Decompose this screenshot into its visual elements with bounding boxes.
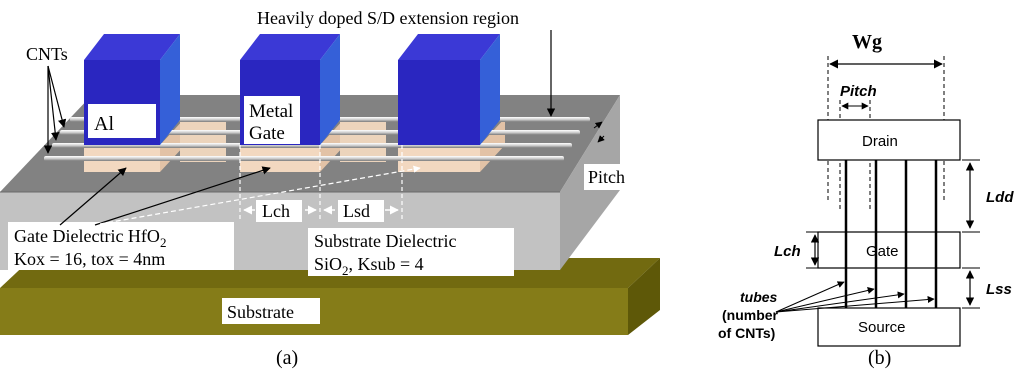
substrate-side bbox=[628, 258, 660, 335]
gate-dielectric-label: Gate Dielectric HfO2 bbox=[14, 226, 166, 250]
metal-gate-label-box bbox=[244, 96, 300, 144]
ldd-label: Ldd bbox=[986, 189, 1014, 206]
cnts-label: CNTs bbox=[26, 44, 68, 64]
pitch-arrows bbox=[593, 121, 605, 143]
source-label: Source bbox=[858, 319, 906, 336]
lss-label: Lss bbox=[986, 281, 1012, 298]
tubes-label: tubes bbox=[740, 289, 778, 305]
pitch-b-label: Pitch bbox=[840, 83, 877, 100]
number-label: (number bbox=[722, 307, 779, 323]
sio2-label: SiO2, Ksub = 4 bbox=[314, 254, 424, 278]
panel-a: Al Metal Gate Lch Lsd bbox=[0, 8, 660, 369]
caption-b: (b) bbox=[868, 347, 891, 369]
substrate-dielectric-label: Substrate Dielectric bbox=[314, 231, 456, 251]
gate-block-1: Al bbox=[84, 34, 180, 145]
source-box bbox=[817, 307, 961, 347]
panel-b: Wg Pitch Drain Gate Source Ldd bbox=[718, 31, 1014, 369]
drain-label: Drain bbox=[862, 133, 898, 150]
al-label-box bbox=[88, 104, 156, 138]
dimension-guides bbox=[239, 145, 403, 222]
cnt-tubes bbox=[844, 160, 938, 308]
sd-extension-blocks bbox=[180, 118, 386, 162]
dielectric-dashed-arrow bbox=[99, 165, 421, 225]
drain-box bbox=[817, 119, 961, 161]
nanotube bbox=[44, 156, 564, 161]
al-label: Al bbox=[94, 113, 114, 135]
gate-label: Gate bbox=[249, 123, 285, 144]
extension-block bbox=[340, 118, 386, 162]
gate-b-label: Gate bbox=[866, 243, 899, 260]
wg-label: Wg bbox=[852, 31, 882, 53]
of-cnts-label: of CNTs) bbox=[718, 325, 775, 341]
kox-label: Kox = 16, tox = 4nm bbox=[14, 249, 165, 269]
caption-a: (a) bbox=[276, 347, 298, 369]
substrate-label: Substrate bbox=[227, 302, 294, 322]
gate-dielectric-arrows bbox=[59, 166, 271, 226]
pitch-label: Pitch bbox=[588, 167, 625, 187]
gate-block-3 bbox=[398, 34, 500, 145]
extension-block bbox=[180, 118, 226, 162]
tubes-arrows bbox=[775, 281, 935, 313]
extension-label: Heavily doped S/D extension region bbox=[257, 8, 519, 28]
metal-label: Metal bbox=[249, 101, 293, 122]
lsd-label: Lsd bbox=[343, 201, 370, 221]
gate-block-2: Metal Gate bbox=[240, 34, 340, 145]
lch-b-label: Lch bbox=[774, 243, 801, 260]
lch-label: Lch bbox=[262, 201, 290, 221]
cnts-arrows bbox=[43, 65, 67, 154]
